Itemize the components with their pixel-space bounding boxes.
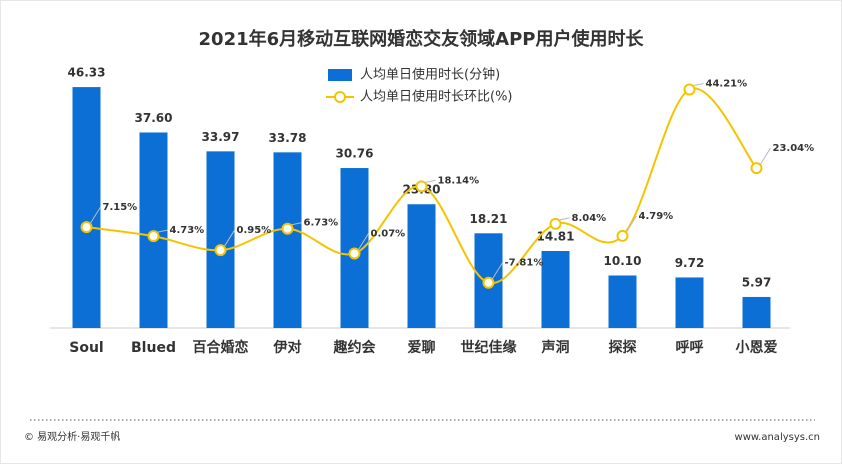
x-tick-label: 世纪佳缘 — [461, 339, 517, 356]
line-value-label: 0.95% — [237, 225, 272, 236]
chart-title: 2021年6月移动互联网婚恋交友领域APP用户使用时长 — [199, 28, 645, 50]
x-tick-label: 伊对 — [273, 339, 302, 356]
line-marker — [549, 217, 562, 230]
footer-right: www.analysys.cn — [735, 432, 820, 443]
leader-line — [90, 206, 101, 224]
line-marker — [750, 162, 763, 175]
line-value-label: 0.07% — [371, 228, 406, 239]
bar — [608, 275, 637, 328]
leader-line — [224, 229, 235, 247]
bar — [206, 151, 235, 328]
line-marker — [281, 222, 294, 235]
x-tick-label: 呼呼 — [676, 339, 704, 356]
bar — [273, 152, 302, 328]
bar-value-label: 33.97 — [202, 130, 240, 144]
bar-value-label: 30.76 — [336, 147, 374, 161]
line-marker — [147, 230, 160, 243]
leader-line — [425, 179, 436, 183]
line-value-label: 4.73% — [170, 225, 205, 236]
line-marker — [616, 229, 629, 242]
bar-value-label: 10.10 — [604, 254, 642, 268]
leader-line — [291, 222, 302, 226]
bar-value-label: 37.60 — [135, 111, 173, 125]
leader-line — [760, 147, 771, 165]
line-marker — [348, 247, 361, 260]
line-value-label: 4.79% — [639, 211, 674, 222]
bar-value-label: 9.72 — [675, 256, 705, 270]
bar-value-label: 46.33 — [68, 66, 106, 80]
line-value-label: 7.15% — [103, 202, 138, 213]
bar — [541, 250, 570, 328]
line-marker — [214, 244, 227, 257]
leader-line — [559, 217, 570, 221]
leader-line — [626, 215, 637, 233]
line-value-label: 23.04% — [773, 143, 815, 154]
x-tick-label: 趣约会 — [333, 339, 377, 356]
leader-line — [157, 229, 168, 233]
line-value-label: -7.81% — [505, 258, 544, 269]
bar — [742, 296, 771, 328]
footer-left: © 易观分析·易观千帆 — [24, 430, 120, 443]
legend-label: 人均单日使用时长(分钟) — [360, 67, 500, 83]
leader-line — [693, 83, 704, 86]
x-tick-label: 声洞 — [541, 339, 570, 356]
legend-label: 人均单日使用时长环比(%) — [360, 89, 513, 105]
bar — [407, 204, 436, 328]
leader-line — [492, 262, 503, 279]
line-marker — [482, 276, 495, 289]
line-value-label: 8.04% — [572, 213, 607, 224]
leader-line — [358, 233, 369, 250]
line-marker — [80, 221, 93, 234]
bar-value-label: 18.21 — [470, 212, 508, 226]
x-tick-label: 探探 — [609, 339, 637, 356]
legend-swatch — [334, 91, 346, 103]
bar-value-label: 5.97 — [742, 275, 772, 289]
x-tick-label: 小恩爱 — [736, 340, 778, 356]
line-value-label: 18.14% — [438, 175, 480, 186]
line-value-label: 44.21% — [706, 79, 748, 90]
x-tick-label: 爱聊 — [408, 339, 436, 356]
x-tick-label: Blued — [131, 340, 176, 356]
legend-swatch — [328, 69, 352, 81]
x-tick-label: 百合婚恋 — [193, 339, 249, 356]
x-tick-label: Soul — [69, 340, 103, 356]
bar-value-label: 33.78 — [269, 131, 307, 145]
bar-value-label: 14.81 — [537, 229, 575, 243]
bar — [675, 277, 704, 328]
line-marker — [683, 83, 696, 96]
line-value-label: 6.73% — [304, 218, 339, 229]
bar — [72, 87, 101, 328]
line-marker — [415, 180, 428, 193]
